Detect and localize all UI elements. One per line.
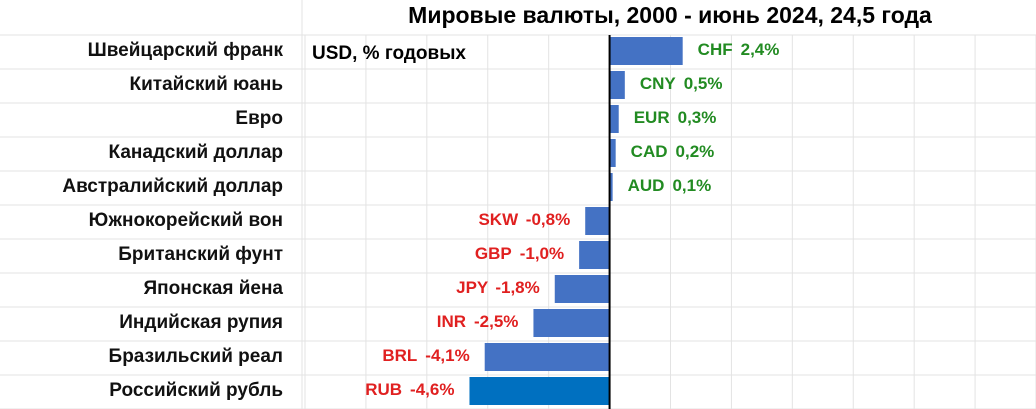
category-label: Российский рубль <box>109 380 283 401</box>
category-label: Швейцарский франк <box>88 40 284 61</box>
currency-code: CNY <box>640 74 677 93</box>
bar <box>609 37 683 65</box>
value-text: -1,8% <box>495 278 539 297</box>
bar <box>585 207 610 235</box>
category-label: Бразильский реал <box>109 346 283 367</box>
value-text: 2,4% <box>741 40 780 59</box>
currency-code: CAD <box>631 142 668 161</box>
bar <box>609 71 625 99</box>
currency-code: JPY <box>456 278 489 297</box>
value-label: INR -2,5% <box>437 312 519 331</box>
value-label: CHF 2,4% <box>698 40 780 59</box>
value-label: CAD 0,2% <box>631 142 715 161</box>
value-text: 0,1% <box>672 176 711 195</box>
category-label: Британский фунт <box>118 244 283 265</box>
value-label: SKW -0,8% <box>478 210 570 229</box>
category-label: Южнокорейский вон <box>89 210 283 231</box>
value-label: GBP -1,0% <box>475 244 564 263</box>
currency-code: RUB <box>365 380 402 399</box>
bar <box>554 275 610 303</box>
bar <box>609 139 616 167</box>
currency-code: EUR <box>634 108 670 127</box>
category-label: Евро <box>235 108 283 129</box>
bar <box>609 173 613 201</box>
category-label: Индийская рупия <box>119 312 283 333</box>
bar <box>609 105 619 133</box>
value-label: JPY -1,8% <box>456 278 540 297</box>
value-text: -1,0% <box>520 244 564 263</box>
value-text: -0,8% <box>526 210 570 229</box>
value-text: 0,5% <box>684 74 723 93</box>
value-label: RUB -4,6% <box>365 380 454 399</box>
bar <box>579 241 610 269</box>
value-label: EUR 0,3% <box>634 108 717 127</box>
value-label: BRL -4,1% <box>382 346 469 365</box>
currency-code: CHF <box>698 40 733 59</box>
currency-code: SKW <box>478 210 519 229</box>
category-label: Австралийский доллар <box>62 176 283 197</box>
bar <box>484 343 610 371</box>
value-text: -4,6% <box>410 380 454 399</box>
bar <box>533 309 610 337</box>
value-text: -4,1% <box>425 346 469 365</box>
value-text: 0,2% <box>676 142 715 161</box>
value-text: 0,3% <box>678 108 717 127</box>
value-label: AUD 0,1% <box>628 176 712 195</box>
chart-subtitle: USD, % годовых <box>312 43 466 64</box>
value-label: CNY 0,5% <box>640 74 723 93</box>
category-label: Канадский доллар <box>109 142 283 163</box>
chart-title: Мировые валюты, 2000 - июнь 2024, 24,5 г… <box>408 2 932 28</box>
currency-code: BRL <box>382 346 417 365</box>
currency-code: INR <box>437 312 466 331</box>
currency-code: AUD <box>628 176 665 195</box>
category-label: Японская йена <box>143 278 283 299</box>
bar <box>469 377 610 405</box>
category-label: Китайский юань <box>130 74 284 95</box>
currency-code: GBP <box>475 244 512 263</box>
value-text: -2,5% <box>474 312 518 331</box>
